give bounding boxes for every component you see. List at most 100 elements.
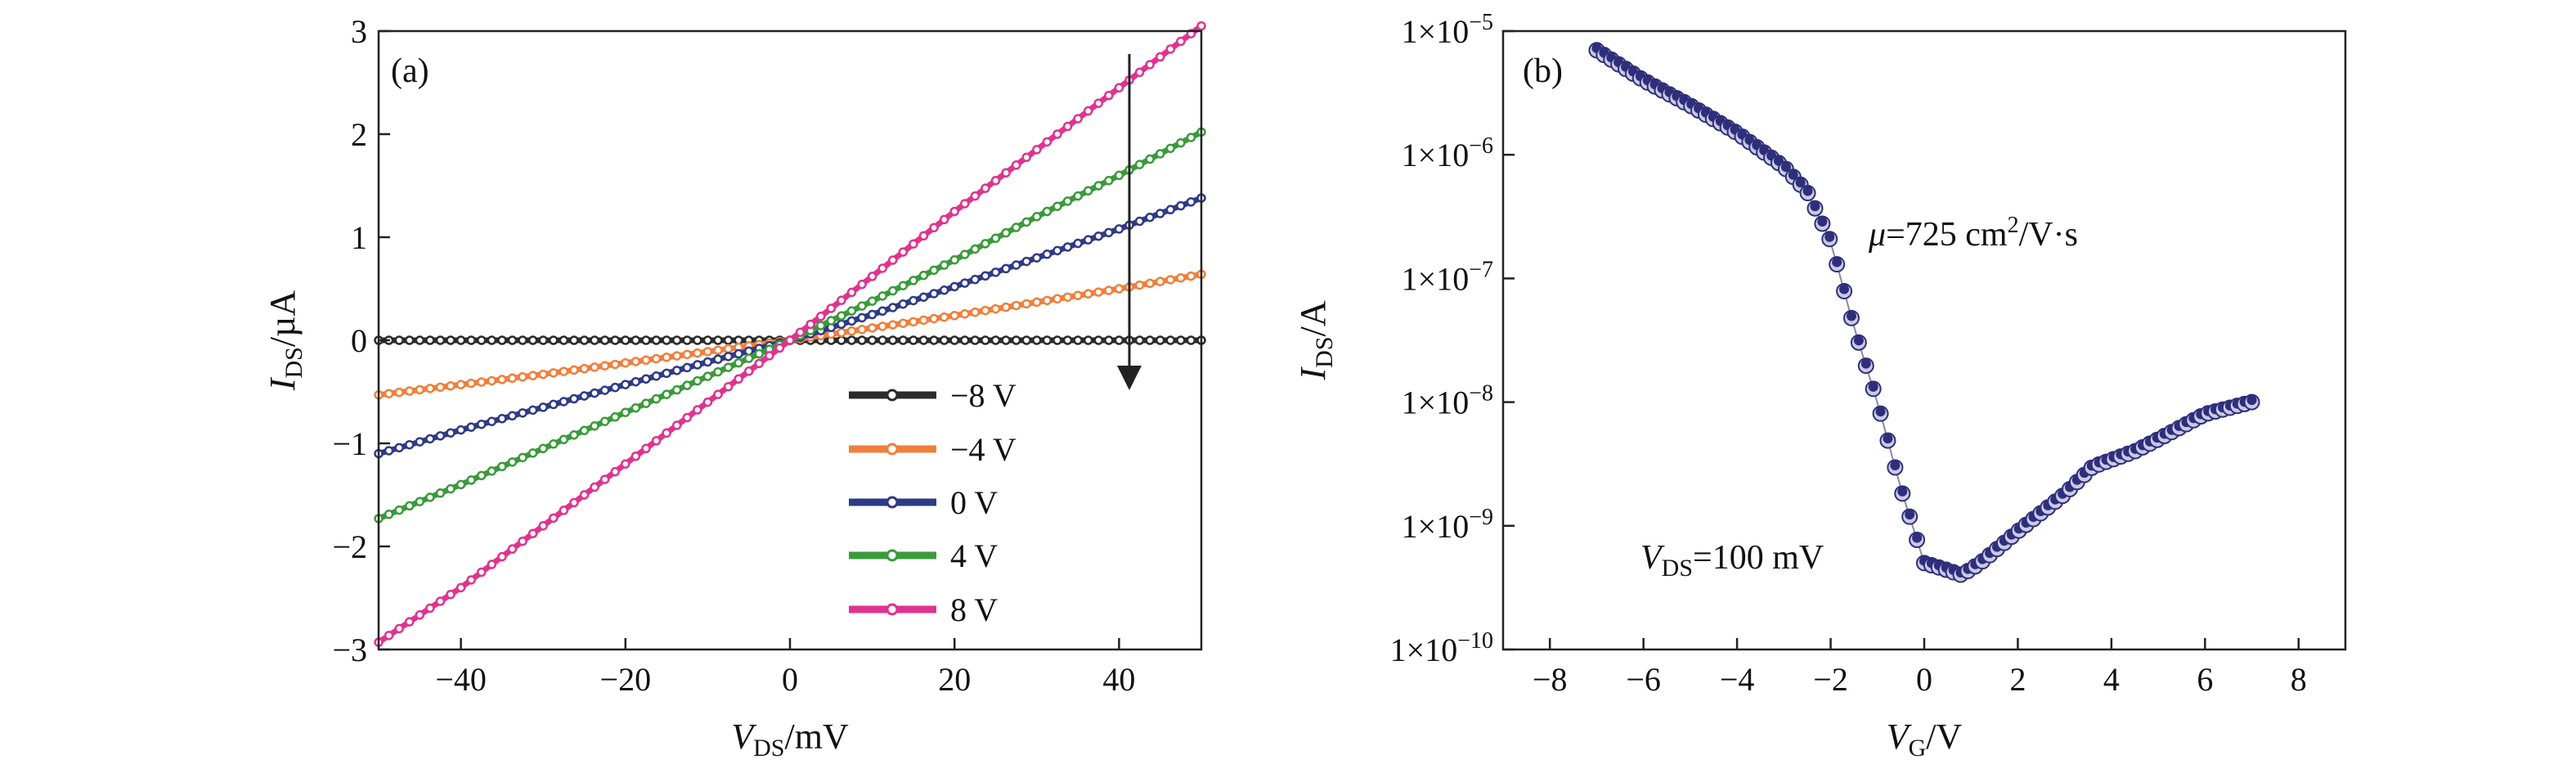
legend-marker-2 [886, 496, 899, 509]
panel-a-point-2-10 [477, 419, 487, 429]
panel-a-y-tick-label-4: 1 [351, 219, 367, 256]
panel-a-point-1-1 [384, 389, 394, 398]
panel-a-point-0-11 [487, 335, 497, 345]
panel-a-point-2-48 [867, 309, 877, 320]
panel-a-point-0-66 [1052, 335, 1062, 345]
panel-a-point-1-45 [837, 327, 846, 338]
panel-a-point-4-17 [549, 513, 559, 524]
panel-a-point-4-30 [682, 412, 692, 423]
panel-a-point-4-52 [909, 239, 918, 249]
panel-a-point-1-33 [713, 345, 723, 355]
panel-a-point-1-49 [877, 321, 887, 331]
panel-a-point-1-53 [918, 315, 929, 326]
panel-a-point-4-57 [960, 199, 970, 209]
panel-a-point-3-1 [384, 510, 394, 519]
panel-b-point-40 [1879, 432, 1896, 449]
panel-a-point-3-10 [477, 470, 487, 481]
panel-b-point-36 [1850, 334, 1867, 351]
panel-a-point-4-5 [425, 603, 435, 613]
panel-a-point-3-47 [857, 301, 867, 311]
panel-a-point-2-77 [1165, 204, 1176, 215]
panel-a-point-0-17 [549, 335, 559, 345]
panel-a-point-1-71 [1104, 285, 1114, 295]
panel-a-point-0-77 [1165, 335, 1176, 345]
legend-label-2: 0 V [950, 484, 998, 521]
panel-a-point-1-13 [507, 373, 518, 384]
panel-a-point-1-22 [599, 361, 610, 371]
panel-a-point-1-57 [960, 308, 970, 319]
panel-a-point-1-15 [527, 371, 538, 380]
panel-a-point-1-4 [415, 384, 425, 395]
panel-a-x-title-sub: DS [753, 735, 784, 762]
panel-a-point-0-70 [1093, 335, 1103, 345]
panel-a-point-1-63 [1021, 299, 1031, 309]
panel-a-point-4-40 [785, 335, 795, 345]
panel-a-point-4-65 [1042, 137, 1052, 147]
panel-b-point-41 [1887, 459, 1904, 476]
panel-a-point-1-7 [446, 381, 456, 391]
panel-a-point-2-25 [631, 376, 641, 387]
panel-a-point-1-50 [888, 320, 898, 330]
panel-a-point-3-76 [1155, 149, 1165, 159]
panel-b-y-tick-label-3: 1×10−7 [1402, 257, 1493, 297]
legend-marker-1 [886, 443, 899, 456]
panel-a-y-title-main: I [263, 376, 303, 391]
panel-a-point-0-5 [425, 335, 435, 345]
panel-b-point-35 [1842, 309, 1860, 326]
mobility-symbol: μ [1868, 216, 1886, 254]
panel-a-point-3-25 [631, 402, 641, 413]
panel-a-point-0-15 [527, 335, 538, 345]
panel-a-point-3-17 [549, 439, 559, 449]
panel-b-y-axis-title: IDS/A [1293, 300, 1338, 380]
panel-a-point-4-24 [621, 459, 631, 469]
panel-a-point-3-51 [898, 281, 909, 290]
panel-a-point-2-76 [1155, 209, 1165, 218]
panel-a-point-0-19 [569, 335, 579, 345]
panel-a-point-2-9 [466, 422, 476, 432]
panel-a-point-4-61 [1001, 168, 1011, 178]
panel-a-series-2 [374, 193, 1206, 459]
panel-a-point-3-26 [641, 398, 651, 408]
panel-b-y-title-sub: DS [1311, 336, 1338, 367]
panel-b-point-core-37 [1860, 358, 1871, 369]
panel-b-point-core-35 [1846, 311, 1856, 321]
panel-a-point-3-69 [1083, 186, 1093, 196]
panel-a-y-tick-label-1: −2 [332, 528, 367, 565]
panel-a-point-3-33 [713, 366, 723, 377]
panel-a-point-1-21 [590, 362, 599, 372]
panel-b-point-core-41 [1890, 460, 1901, 470]
panel-a-point-1-25 [631, 357, 641, 366]
panel-a-point-4-51 [898, 247, 909, 257]
panel-b-point-44 [1909, 531, 1926, 548]
panel-a-point-4-58 [970, 191, 981, 201]
panel-a-point-4-72 [1114, 83, 1124, 93]
panel-a-point-2-62 [1011, 260, 1021, 270]
panel-a-point-4-54 [929, 222, 939, 233]
panel-a-point-2-78 [1176, 200, 1186, 211]
vds-symbol: V [1640, 539, 1665, 577]
panel-a-point-0-58 [970, 335, 981, 345]
panel-b-point-29 [1799, 185, 1816, 202]
panel-a-point-2-65 [1042, 249, 1052, 259]
panel-a-point-1-59 [981, 305, 990, 316]
panel-a-point-4-59 [981, 183, 990, 193]
panel-a-point-1-70 [1093, 287, 1103, 297]
panel-b-point-34 [1836, 282, 1853, 299]
panel-a-series-3 [374, 127, 1206, 524]
panel-a-point-1-77 [1165, 275, 1176, 285]
panel-a-point-2-54 [929, 289, 939, 299]
panel-a-point-2-8 [456, 425, 466, 435]
panel-a-point-2-55 [939, 285, 949, 295]
panel-a-point-3-24 [621, 407, 631, 417]
panel-a-point-4-66 [1052, 129, 1062, 139]
panel-a-point-4-76 [1155, 52, 1165, 62]
panel-a-point-3-62 [1011, 222, 1021, 232]
panel-a-point-3-9 [466, 475, 476, 485]
vds-subscript: DS [1662, 555, 1693, 582]
panel-a-point-4-68 [1073, 114, 1083, 124]
panel-a-point-2-79 [1186, 197, 1196, 207]
panel-a-y-tick-label-0: −3 [332, 631, 367, 668]
panel-a-point-3-78 [1176, 137, 1186, 148]
panel-a-point-1-74 [1134, 280, 1145, 290]
